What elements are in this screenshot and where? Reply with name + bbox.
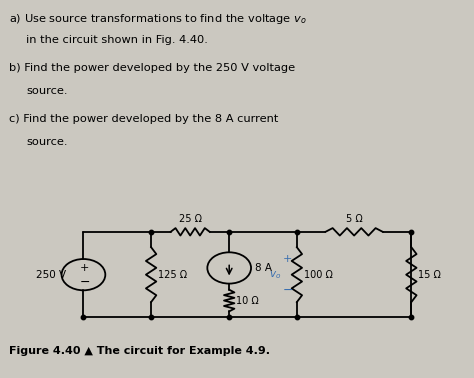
Text: 10 Ω: 10 Ω [236,296,259,305]
Text: +: + [283,254,292,264]
Text: a) Use source transformations to find the voltage $v_o$: a) Use source transformations to find th… [9,12,307,26]
Text: 5 Ω: 5 Ω [346,214,363,224]
Text: Figure 4.40 ▲ The circuit for Example 4.9.: Figure 4.40 ▲ The circuit for Example 4.… [9,346,270,356]
Text: in the circuit shown in Fig. 4.40.: in the circuit shown in Fig. 4.40. [26,35,208,45]
Text: 15 Ω: 15 Ω [418,270,441,280]
Text: +: + [80,263,89,273]
Text: c) Find the power developed by the 8 A current: c) Find the power developed by the 8 A c… [9,114,278,124]
Text: source.: source. [26,137,68,147]
Text: −: − [282,284,293,297]
Text: 100 Ω: 100 Ω [304,270,332,280]
Text: $v_o$: $v_o$ [269,269,281,280]
Text: b) Find the power developed by the 250 V voltage: b) Find the power developed by the 250 V… [9,63,295,73]
Text: −: − [79,276,90,289]
Text: 250 V: 250 V [36,270,66,280]
Text: source.: source. [26,86,68,96]
Text: 125 Ω: 125 Ω [158,270,187,280]
Text: 8 A: 8 A [255,263,272,273]
Text: 25 Ω: 25 Ω [179,214,201,224]
